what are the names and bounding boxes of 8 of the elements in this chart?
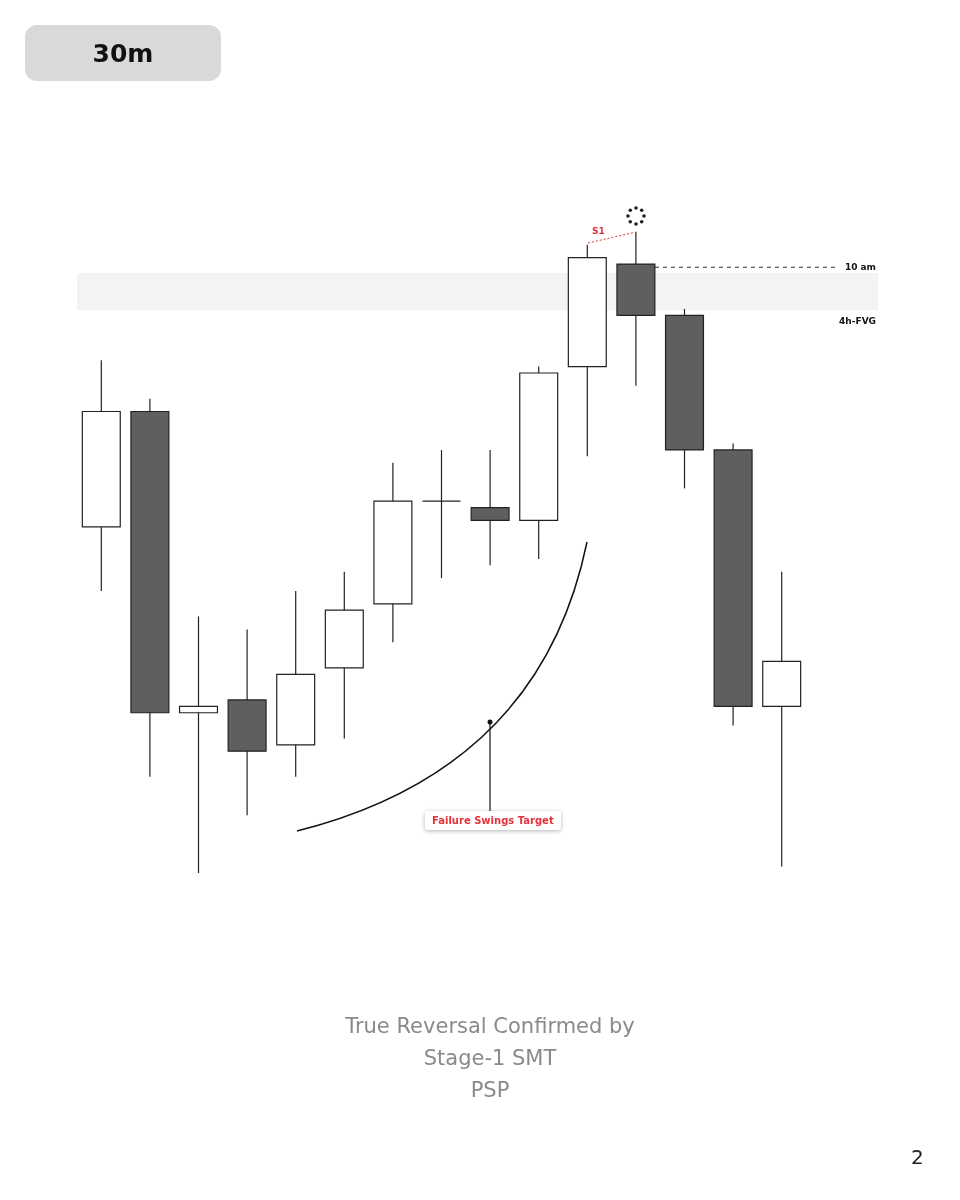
text: True Reversal Confirmed by Stage-1 SMT PSP — [344, 1013, 636, 1104]
annotation: Failure Swings Target — [432, 815, 554, 826]
text: 2 — [911, 1145, 924, 1169]
band-label: 4h-FVG — [839, 316, 876, 327]
chart-title: 30m — [25, 25, 221, 81]
ref-line-label: 10 am — [844, 261, 876, 272]
candlestick — [421, 449, 462, 579]
annotation: S1 — [592, 226, 605, 236]
